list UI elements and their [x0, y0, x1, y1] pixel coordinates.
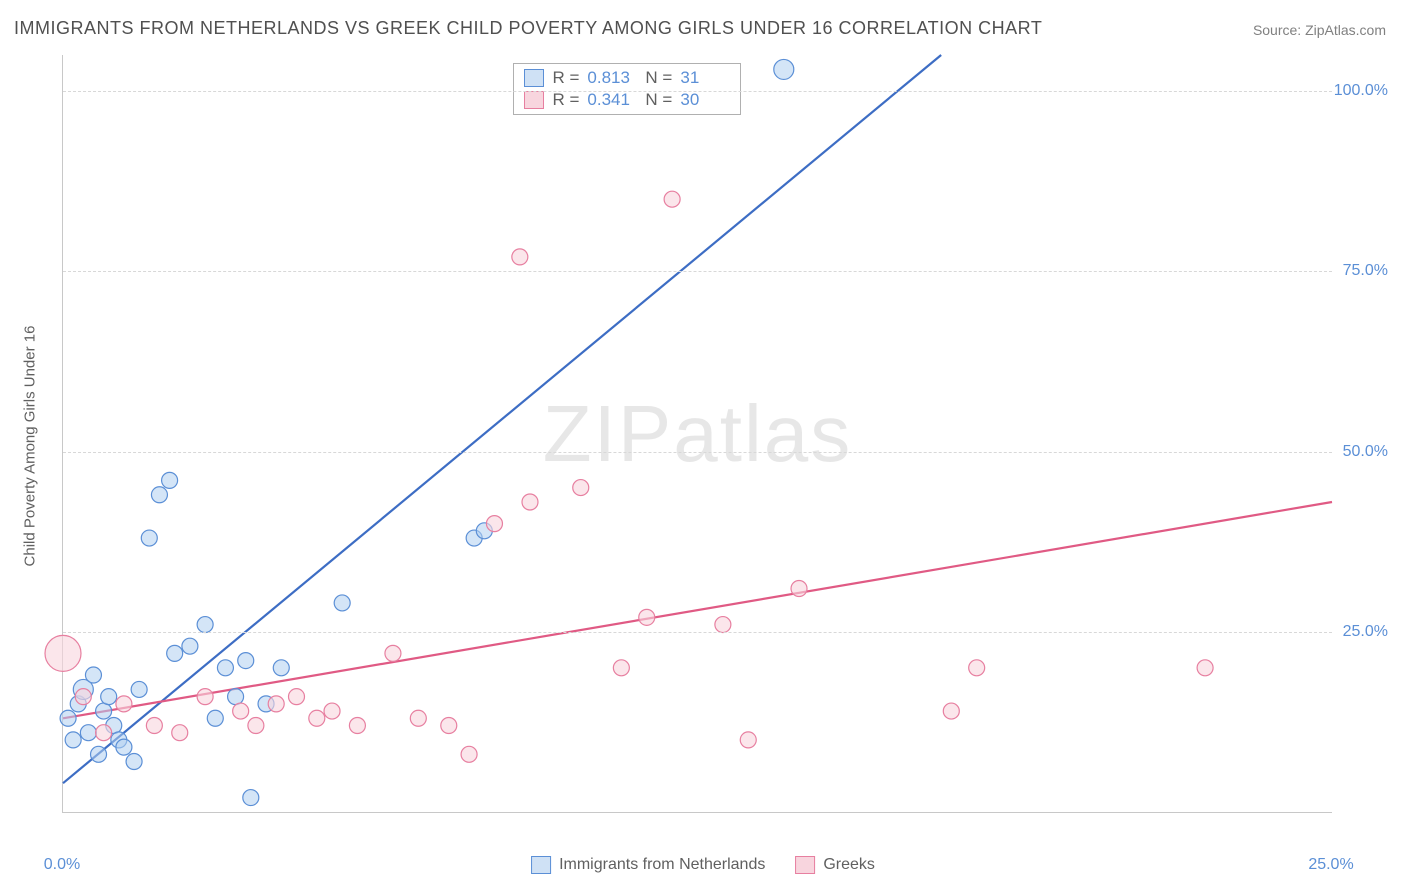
data-point [172, 725, 188, 741]
legend-swatch [524, 91, 544, 109]
data-point [75, 689, 91, 705]
x-tick-label: 25.0% [1308, 856, 1353, 874]
data-point [349, 717, 365, 733]
y-tick-label: 75.0% [1343, 262, 1388, 280]
gridline [63, 271, 1332, 272]
data-point [522, 494, 538, 510]
y-tick-label: 100.0% [1334, 82, 1388, 100]
legend-label: Immigrants from Netherlands [559, 856, 765, 874]
data-point [167, 645, 183, 661]
data-point [233, 703, 249, 719]
r-label: R = [552, 68, 579, 88]
x-tick-label: 0.0% [44, 856, 80, 874]
gridline [63, 632, 1332, 633]
data-point [774, 59, 794, 79]
data-point [486, 516, 502, 532]
data-point [573, 480, 589, 496]
data-point [410, 710, 426, 726]
source-name: ZipAtlas.com [1305, 22, 1386, 38]
trend-line [63, 55, 941, 783]
data-point [197, 689, 213, 705]
stats-legend-row: R = 0.341 N = 30 [524, 90, 730, 110]
data-point [715, 617, 731, 633]
data-point [461, 746, 477, 762]
n-value: 31 [680, 68, 730, 88]
data-point [943, 703, 959, 719]
data-point [740, 732, 756, 748]
data-point [116, 696, 132, 712]
data-point [324, 703, 340, 719]
data-point [1197, 660, 1213, 676]
legend-item: Greeks [795, 856, 875, 874]
source-prefix: Source: [1253, 22, 1305, 38]
data-point [248, 717, 264, 733]
trend-line [63, 502, 1332, 718]
gridline [63, 91, 1332, 92]
data-point [791, 581, 807, 597]
n-value: 30 [680, 90, 730, 110]
n-label: N = [645, 68, 672, 88]
data-point [162, 472, 178, 488]
legend-swatch [524, 69, 544, 87]
n-label: N = [645, 90, 672, 110]
source-attribution: Source: ZipAtlas.com [1253, 22, 1386, 38]
data-point [969, 660, 985, 676]
data-point [273, 660, 289, 676]
data-point [65, 732, 81, 748]
data-point [268, 696, 284, 712]
data-point [238, 653, 254, 669]
r-value: 0.813 [587, 68, 637, 88]
bottom-legend: Immigrants from Netherlands Greeks [531, 856, 875, 874]
y-tick-label: 25.0% [1343, 623, 1388, 641]
data-point [639, 609, 655, 625]
chart-title: IMMIGRANTS FROM NETHERLANDS VS GREEK CHI… [14, 18, 1042, 39]
data-point [45, 635, 81, 671]
stats-legend-row: R = 0.813 N = 31 [524, 68, 730, 88]
data-point [131, 681, 147, 697]
data-point [91, 746, 107, 762]
data-point [309, 710, 325, 726]
data-point [60, 710, 76, 726]
gridline [63, 452, 1332, 453]
legend-swatch [531, 856, 551, 874]
data-point [146, 717, 162, 733]
plot-area: ZIPatlas R =0.813N =31R =0.341N =30 [62, 55, 1332, 813]
stats-legend: R = 0.813 N = 31 R = 0.341 N = 30 [513, 63, 741, 115]
data-point [385, 645, 401, 661]
data-point [116, 739, 132, 755]
plot-svg [63, 55, 1332, 812]
data-point [288, 689, 304, 705]
data-point [228, 689, 244, 705]
data-point [243, 790, 259, 806]
data-point [80, 725, 96, 741]
data-point [151, 487, 167, 503]
data-point [664, 191, 680, 207]
data-point [217, 660, 233, 676]
legend-item: Immigrants from Netherlands [531, 856, 765, 874]
data-point [512, 249, 528, 265]
data-point [126, 754, 142, 770]
data-point [182, 638, 198, 654]
legend-swatch [795, 856, 815, 874]
data-point [613, 660, 629, 676]
data-point [197, 617, 213, 633]
r-label: R = [552, 90, 579, 110]
data-point [96, 725, 112, 741]
data-point [101, 689, 117, 705]
r-value: 0.341 [587, 90, 637, 110]
data-point [334, 595, 350, 611]
legend-label: Greeks [823, 856, 875, 874]
data-point [141, 530, 157, 546]
data-point [85, 667, 101, 683]
y-tick-label: 50.0% [1343, 443, 1388, 461]
data-point [96, 703, 112, 719]
data-point [441, 717, 457, 733]
data-point [207, 710, 223, 726]
y-axis-label: Child Poverty Among Girls Under 16 [22, 326, 39, 567]
